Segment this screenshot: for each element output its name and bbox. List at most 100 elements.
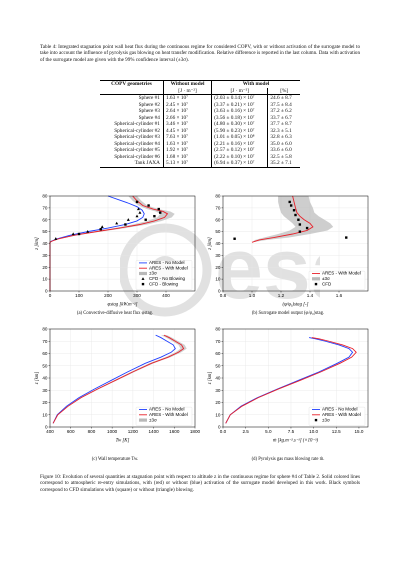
x-axis-label: Tw [K] — [116, 439, 130, 444]
caption-a: (a) Convective-diffusive heat flux φstag… — [76, 311, 154, 316]
y-tick-label: 30 — [215, 388, 221, 393]
y-tick-label: 40 — [42, 241, 48, 246]
header-geometry: COPV geometries — [100, 80, 164, 88]
y-tick-label: 10 — [215, 277, 221, 282]
x-tick-label: 200 — [104, 293, 112, 298]
cfd-square-marker — [99, 228, 102, 231]
cell-geometry: Sphere #3 — [138, 108, 160, 114]
cfd-square-marker — [298, 230, 302, 233]
cell-with: (6.94 ± 0.37) × 10⁷ — [211, 160, 268, 168]
y-tick-label: 50 — [215, 363, 221, 368]
cfd-square-marker — [294, 213, 297, 217]
y-tick-label: 10 — [215, 412, 221, 417]
cell-geometry: Tank JAXA — [100, 160, 164, 168]
table-row: Spherical-cylinder #3 7.63 × 10⁷ (1.01 ± 0… — [100, 134, 300, 141]
chart-panel-c: 400 600 800 1000 1200 1400 1600 1800 0 10 20 30 40 50… — [30, 325, 201, 444]
y-tick-label: 50 — [215, 229, 221, 234]
y-tick-label: 70 — [215, 339, 221, 344]
legend-label: CFD - No Blowing — [149, 276, 186, 281]
legend-box — [135, 406, 193, 426]
x-tick-label: 1200 — [128, 429, 139, 434]
x-tick-label: 5.0 — [265, 429, 272, 434]
legend-band-symbol — [312, 277, 320, 281]
y-tick-label: 10 — [42, 277, 48, 282]
y-tick-label: 80 — [215, 194, 221, 199]
cell-geometry: Spherical-cylinder #1 — [114, 121, 160, 127]
x-axis-label: φstag [kW.m⁻²] — [108, 302, 138, 308]
legend-label: ±3σ — [149, 417, 157, 422]
cell-without: 1.92 × 10⁷ — [162, 147, 212, 154]
legend-label: CFD - Blowing — [149, 281, 179, 286]
chart-panel-d: 0.0 2.5 5.0 7.5 10.0 12.5 15.0 0 10 20 30 40 50 60 70 8… — [203, 325, 373, 444]
unit-without: [J · m⁻²] — [162, 87, 212, 95]
y-tick-label: 20 — [215, 265, 221, 270]
y-tick-label: 20 — [42, 265, 48, 270]
table-row: Sphere #1 1.63 × 10⁷ (2.03 ± 0.14) × 10⁷ 24… — [100, 94, 300, 102]
y-tick-label: 70 — [215, 205, 221, 210]
x-tick-label: 0 — [49, 293, 52, 298]
x-tick-label: 2.5 — [242, 429, 249, 434]
x-tick-label: 400 — [162, 293, 170, 298]
cfd-square-marker — [345, 236, 348, 239]
cfd-triangle-marker — [136, 207, 140, 211]
legend-label: CFD — [322, 281, 332, 286]
y-tick-label: 10 — [42, 412, 48, 417]
cell-diff: 37.5 ± 8.4 — [267, 101, 300, 108]
caption-b: (b) Surrogate model output (φ/φ₀)stag. — [251, 311, 325, 316]
y-tick-label: 80 — [42, 194, 48, 199]
table-row: Sphere #3 2.64 × 10⁷ (3.63 ± 0.16) × 10⁷ 37… — [100, 108, 300, 115]
table-row: Spherical-cylinder #4 1.63 × 10⁷ (2.21 ± 0… — [100, 140, 300, 147]
y-tick-label: 60 — [42, 217, 48, 222]
cell-diff: 24.6 ± 8.7 — [267, 94, 300, 102]
x-tick-label: 1000 — [107, 429, 118, 434]
cell-with: (1.01 ± 0.05) × 10⁸ — [211, 134, 268, 141]
cell-without: 2.64 × 10⁷ — [162, 108, 212, 115]
cfd-square-marker — [77, 232, 81, 236]
y-tick-label: 0 — [45, 425, 48, 430]
table-row: Spherical-cylinder #2 4.45 × 10⁷ (5.90 ± 0… — [100, 127, 300, 134]
x-tick-label: 1600 — [169, 429, 180, 434]
x-tick-label: 1.2 — [278, 293, 285, 298]
x-tick-label: 10.0 — [309, 429, 318, 434]
chart-panel-a: 0 100 200 300 400 0 10 20 30 40 50 60 70 80 φstag [kW.… — [30, 192, 200, 308]
cfd-triangle-marker — [138, 211, 142, 214]
legend-label: ARES - No Model — [322, 407, 358, 412]
legend-label: ARES - With Model — [149, 265, 188, 270]
cfd-square-marker — [147, 204, 150, 207]
y-tick-label: 70 — [42, 205, 48, 210]
chart-svg: 0.0 2.5 5.0 7.5 10.0 12.5 15.0 0 10 20 30 40 50 60 70 8… — [208, 327, 369, 444]
table-row: Sphere #4 2.66 × 10⁷ (3.56 ± 0.18) × 10⁷ 33… — [100, 114, 300, 121]
y-axis-label: z [km] — [35, 372, 40, 386]
x-tick-label: 1.0 — [249, 293, 256, 298]
legend-label: ARES - With Model — [322, 412, 361, 417]
cfd-triangle-marker — [54, 237, 58, 240]
y-axis-label: z [km] — [35, 237, 40, 251]
x-axis-label: ṁ [kg.m⁻².s⁻¹] (×10⁻³) — [273, 438, 318, 444]
x-tick-label: 400 — [46, 429, 54, 434]
table-caption: Table 4: Integrated stagnation point wal… — [40, 44, 361, 63]
table-row: Spherical-cylinder #5 1.92 × 10⁷ (2.57 ± 0… — [100, 147, 300, 154]
legend-label: ARES - With Model — [322, 271, 361, 276]
y-tick-label: 40 — [215, 241, 221, 246]
x-axis-label: (φ/φ₀)stag [-] — [282, 303, 308, 308]
series-line — [49, 195, 169, 291]
legend-box — [135, 260, 193, 290]
x-tick-label: 1400 — [148, 429, 159, 434]
y-tick-label: 80 — [215, 327, 221, 332]
cfd-square-marker — [135, 200, 139, 204]
heat-flux-table: COPV geometries Without model With model… — [100, 80, 300, 168]
y-tick-label: 60 — [215, 351, 221, 356]
cell-geometry: Spherical-cylinder #4 — [114, 140, 160, 147]
legend-triangle-symbol — [141, 277, 145, 280]
table-row: Spherical-cylinder #1 3.46 × 10⁷ (4.80 ± 0… — [100, 121, 300, 128]
y-tick-label: 70 — [42, 339, 48, 344]
x-tick-label: 1800 — [190, 429, 201, 434]
legend-label: ARES - No Model — [149, 407, 185, 412]
x-tick-label: 0.0 — [220, 429, 227, 434]
cfd-square-marker — [289, 204, 293, 207]
y-tick-label: 0 — [218, 289, 221, 294]
y-tick-label: 80 — [42, 327, 48, 332]
chart-panel-b: 0.8 1.0 1.2 1.4 1.6 0 10 20 30 40 50 60 70 80 (φ/φ₀)st… — [203, 192, 373, 308]
cell-without: 2.45 × 10⁷ — [162, 101, 212, 108]
table-row: Tank JAXA 5.13 × 10⁷ (6.94 ± 0.37) × 10⁷ 35… — [100, 160, 300, 168]
